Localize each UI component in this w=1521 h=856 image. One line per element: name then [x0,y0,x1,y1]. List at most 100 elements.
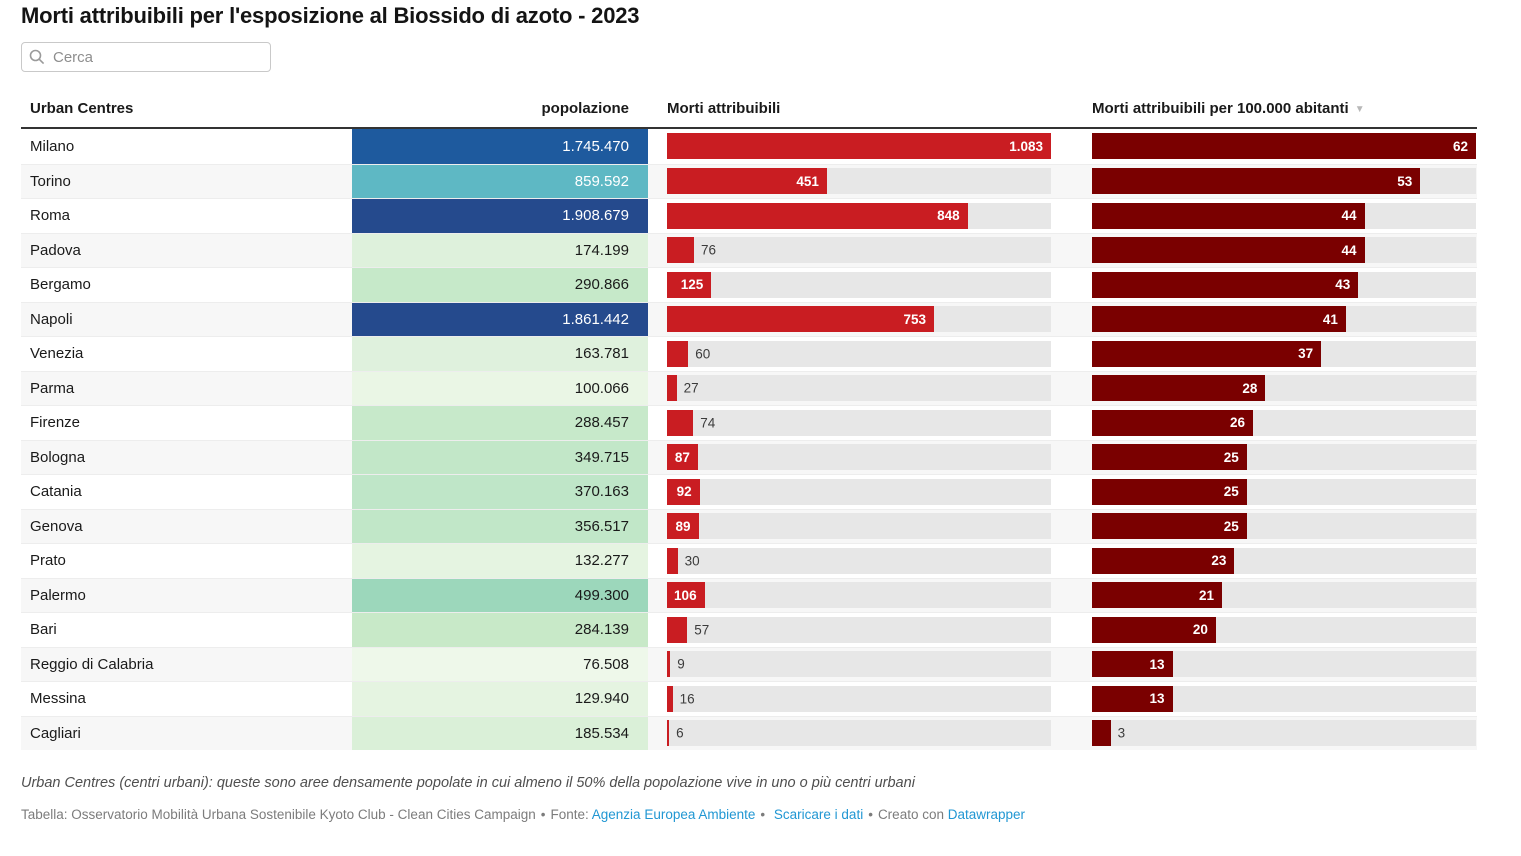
deaths-track-cell: 451 [667,168,1051,195]
rate-track: 25 [1092,444,1476,471]
rate-bar-value: 25 [1223,449,1239,465]
rate-track-cell: 25 [1092,478,1476,505]
city-cell: Padova [30,241,81,259]
deaths-track-cell: 9 [667,651,1051,678]
population-cell: 356.517 [352,509,648,543]
chart-container: Morti attribuibili per l'esposizione al … [21,3,1477,822]
fonte-link[interactable]: Agenzia Europea Ambiente [591,807,756,822]
population-cell: 163.781 [352,337,648,371]
deaths-track: 6 [667,720,1051,747]
deaths-bar [667,720,670,747]
rate-track: 43 [1092,271,1476,298]
city-cell: Palermo [30,586,86,604]
rate-bar [1092,720,1111,747]
table-row: Cagliari 185.534 6 3 [21,715,1477,750]
rate-track: 44 [1092,237,1476,264]
deaths-bar-value: 753 [903,311,926,327]
population-cell: 499.300 [352,578,648,612]
rate-track-cell: 25 [1092,444,1476,471]
deaths-bar: 848 [667,202,968,229]
deaths-track-cell: 6 [667,720,1051,747]
table-row: Catania 370.163 92 25 [21,474,1477,509]
header-popolazione[interactable]: popolazione [541,100,630,117]
rate-track: 28 [1092,375,1476,402]
rate-bar: 53 [1092,168,1421,195]
rate-track: 25 [1092,513,1476,540]
deaths-bar [667,685,673,712]
rate-track-cell: 21 [1092,582,1476,609]
deaths-track-cell: 87 [667,444,1051,471]
city-cell: Catania [30,483,82,501]
scaricare-dati-link[interactable]: Scaricare i dati [773,807,864,822]
search-box [21,42,271,72]
rate-track-cell: 20 [1092,616,1476,643]
deaths-track: 74 [667,409,1051,436]
header-morti-per-100000[interactable]: Morti attribuibili per 100.000 abitanti ▼ [1092,100,1365,117]
population-cell: 349.715 [352,440,648,474]
rate-track: 21 [1092,582,1476,609]
deaths-track-cell: 753 [667,306,1051,333]
deaths-track: 848 [667,202,1051,229]
deaths-bar-value: 76 [700,242,716,258]
population-cell: 859.592 [352,164,648,198]
deaths-bar-value: 6 [676,725,684,741]
rate-bar: 41 [1092,306,1346,333]
city-cell: Cagliari [30,724,81,742]
deaths-bar [667,237,694,264]
rate-bar-value: 26 [1230,415,1246,431]
separator-dot: • [760,807,766,822]
header-urban-centres[interactable]: Urban Centres [30,100,134,117]
table-row: Parma 100.066 27 28 [21,370,1477,405]
deaths-track: 30 [667,547,1051,574]
footer-note: Urban Centres (centri urbani): queste so… [21,775,915,791]
deaths-bar-value: 74 [700,415,716,431]
population-cell: 284.139 [352,613,648,647]
deaths-bar: 87 [667,444,698,471]
rate-track: 26 [1092,409,1476,436]
rate-bar-value: 25 [1223,484,1239,500]
rate-track-cell: 62 [1092,133,1476,160]
rate-bar-value: 21 [1199,587,1215,603]
deaths-bar [667,651,671,678]
table-row: Firenze 288.457 74 26 [21,405,1477,440]
deaths-track: 125 [667,271,1051,298]
rate-bar: 28 [1092,375,1266,402]
header-morti-attribuibili[interactable]: Morti attribuibili [667,100,781,117]
table-row: Reggio di Calabria 76.508 9 13 [21,646,1477,681]
rate-track-cell: 25 [1092,513,1476,540]
rate-track-cell: 53 [1092,168,1476,195]
city-cell: Parma [30,379,75,397]
rate-bar: 13 [1092,685,1173,712]
rate-bar-value: 43 [1335,277,1351,293]
deaths-track: 60 [667,340,1051,367]
table-row: Napoli 1.861.442 753 41 [21,301,1477,336]
deaths-bar [667,409,694,436]
rate-bar: 43 [1092,271,1359,298]
deaths-track: 76 [667,237,1051,264]
deaths-bar-value: 60 [695,346,711,362]
sort-desc-icon[interactable]: ▼ [1354,104,1365,115]
rate-track-cell: 13 [1092,685,1476,712]
fonte-label: Fonte: [550,807,589,822]
rate-track: 37 [1092,340,1476,367]
population-cell: 1.861.442 [352,302,648,336]
deaths-bar-value: 27 [683,380,699,396]
rate-track-cell: 43 [1092,271,1476,298]
deaths-bar: 125 [667,271,712,298]
deaths-bar: 753 [667,306,934,333]
deaths-track-cell: 848 [667,202,1051,229]
deaths-track-cell: 74 [667,409,1051,436]
rate-bar-value: 44 [1341,208,1357,224]
city-cell: Venezia [30,345,84,363]
datawrapper-link[interactable]: Datawrapper [947,807,1026,822]
table-row: Venezia 163.781 60 37 [21,336,1477,371]
deaths-bar: 106 [667,582,705,609]
rate-track-cell: 23 [1092,547,1476,574]
rate-bar-value: 62 [1452,138,1468,154]
rate-bar-value: 44 [1341,242,1357,258]
search-input[interactable] [21,42,271,72]
rate-bar: 13 [1092,651,1173,678]
deaths-track-cell: 106 [667,582,1051,609]
deaths-track: 16 [667,685,1051,712]
table-row: Bari 284.139 57 20 [21,612,1477,647]
